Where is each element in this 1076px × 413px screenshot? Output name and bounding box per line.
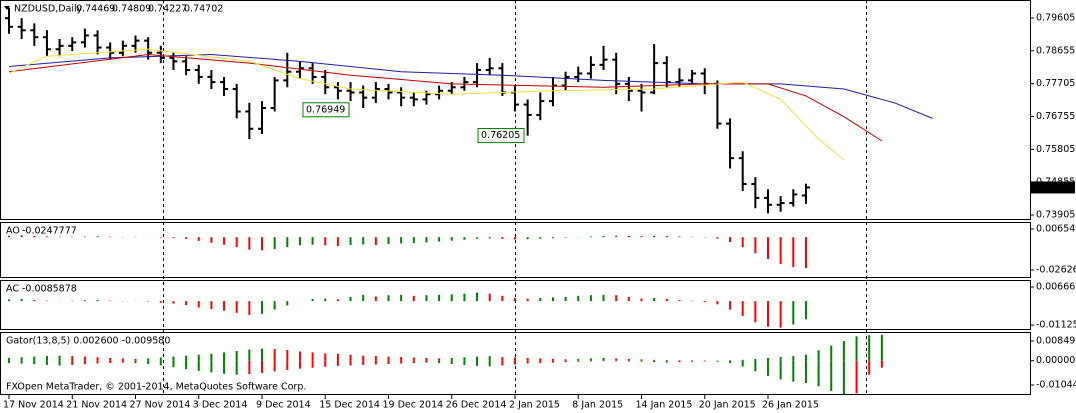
y-tick-label: -0.011255 (1036, 320, 1076, 331)
x-tick-label: 14 Jan 2015 (636, 400, 693, 411)
y-tick-label: 0.006549 (1036, 223, 1076, 234)
alligator-line (8, 53, 883, 142)
header-high: 0.74809 (112, 4, 151, 15)
menu-icon (4, 6, 10, 10)
y-tick-label: 0.008495 (1036, 336, 1076, 347)
price-label: 0.76205 (481, 130, 520, 141)
y-tick-label: 0.73905 (1036, 209, 1075, 220)
x-tick-label: 19 Dec 2014 (383, 400, 444, 411)
symbol-title: NZDUSD,Daily (14, 4, 83, 15)
x-tick-label: 27 Nov 2014 (130, 400, 191, 411)
indicator-name: AC (6, 284, 19, 295)
x-tick-label: 9 Dec 2014 (256, 400, 311, 411)
copyright: FXOpen MetaTrader, © 2001-2014, MetaQuot… (6, 382, 306, 393)
y-tick-label: 0.77705 (1036, 78, 1075, 89)
y-tick-label: 0.79605 (1036, 13, 1075, 24)
indicator-name: Gator(13,8,5) 0.002600 -0.009580 (6, 336, 170, 347)
y-tick-label: 0.78655 (1036, 45, 1075, 56)
x-tick-label: 26 Dec 2014 (446, 400, 507, 411)
indicator-value: -0.0247777 (22, 226, 77, 237)
header-open: 0.74469 (76, 4, 115, 15)
indicator-name: AO (6, 226, 20, 237)
x-tick-label: 2 Jan 2015 (509, 400, 560, 411)
current-price-box (1031, 181, 1075, 194)
y-tick-label: -0.01044 (1036, 380, 1076, 391)
current-price: 0.74702 (1035, 182, 1074, 193)
y-tick-label: -0.026269 (1036, 265, 1076, 276)
x-tick-label: 20 Jan 2015 (699, 400, 756, 411)
x-tick-label: 3 Dec 2014 (193, 400, 248, 411)
indicator-value: -0.0085878 (22, 284, 77, 295)
y-tick-label: 0.000000 (1036, 355, 1076, 366)
ac-panel (0, 280, 1031, 330)
x-tick-label: 17 Nov 2014 (3, 400, 64, 411)
y-tick-label: 0.006661 (1036, 281, 1076, 292)
x-tick-label: 26 Jan 2015 (762, 400, 819, 411)
x-tick-label: 15 Dec 2014 (319, 400, 380, 411)
x-tick-label: 21 Nov 2014 (66, 400, 127, 411)
header-low: 0.74227 (148, 4, 187, 15)
price-label-box (302, 102, 350, 118)
price-label: 0.76949 (306, 104, 345, 115)
alligator-line (8, 48, 845, 161)
y-tick-label: 0.76755 (1036, 111, 1075, 122)
y-tick-label: 0.75805 (1036, 144, 1075, 155)
price-label-box (477, 128, 525, 144)
header-close: 0.74702 (184, 4, 223, 15)
x-tick-label: 8 Jan 2015 (572, 400, 623, 411)
